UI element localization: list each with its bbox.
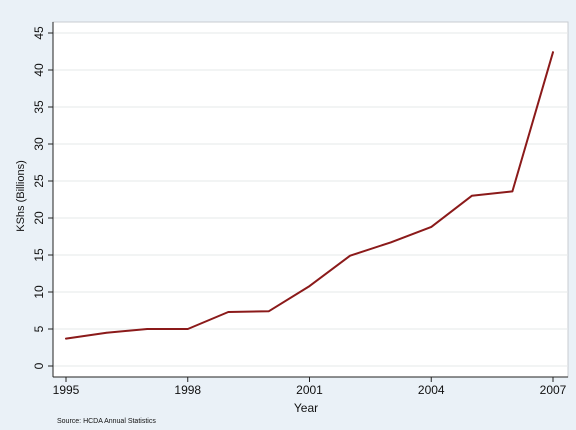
y-tick-label: 20 [32, 211, 46, 225]
x-tick-label: 1998 [174, 383, 201, 397]
axes [52, 22, 568, 378]
data-point [65, 337, 67, 340]
x-tick-label: 1995 [53, 383, 80, 397]
plot-area [52, 21, 569, 378]
y-tick-label: 45 [32, 26, 46, 40]
data-point [511, 190, 514, 193]
y-tick-label: 0 [32, 362, 46, 369]
y-ticks: 0 5 10 15 20 25 30 35 40 45 [32, 26, 53, 369]
y-tick-label: 25 [32, 174, 46, 188]
data-point [349, 254, 351, 257]
data-point [471, 195, 473, 197]
x-axis-label: Year [294, 401, 318, 415]
data-point [389, 241, 392, 244]
x-ticks: 1995 1998 2001 2004 2007 [53, 377, 567, 397]
data-point [146, 328, 148, 330]
data-point [552, 51, 554, 54]
source-note: Source: HCDA Annual Statistics [57, 418, 156, 425]
series-layer [65, 51, 554, 340]
data-point [308, 285, 311, 287]
x-tick-label: 2001 [296, 383, 323, 397]
data-point [105, 331, 108, 334]
data-point [186, 328, 189, 330]
y-axis-label: KShs (Billions) [15, 160, 27, 232]
data-point [268, 310, 270, 313]
x-tick-label: 2004 [418, 383, 445, 397]
data-point [227, 311, 230, 313]
y-tick-label: 10 [32, 285, 46, 299]
x-tick-label: 2007 [540, 383, 567, 397]
y-tick-label: 5 [32, 325, 46, 332]
data-point [430, 226, 433, 228]
y-tick-label: 30 [32, 137, 46, 151]
y-tick-label: 40 [32, 63, 46, 77]
y-tick-label: 15 [32, 248, 46, 262]
y-tick-label: 35 [32, 100, 46, 114]
